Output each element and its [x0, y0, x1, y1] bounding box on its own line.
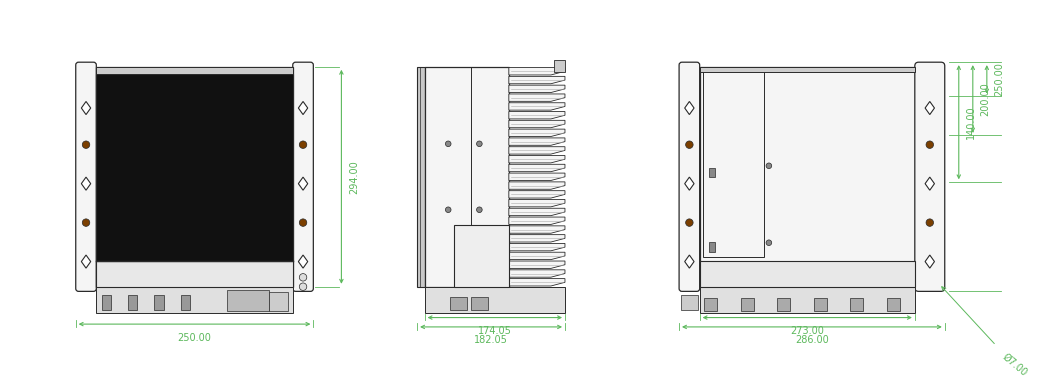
Polygon shape [684, 255, 694, 268]
Bar [850, 298, 864, 311]
Bar [471, 297, 488, 310]
Polygon shape [509, 164, 564, 172]
Polygon shape [509, 182, 564, 189]
Bar [709, 168, 715, 177]
Polygon shape [509, 279, 564, 286]
Polygon shape [298, 177, 308, 190]
Polygon shape [925, 101, 935, 115]
Bar [454, 225, 509, 287]
Polygon shape [925, 255, 935, 268]
Polygon shape [509, 270, 564, 277]
Polygon shape [509, 234, 564, 242]
Bar [128, 295, 138, 310]
Polygon shape [82, 101, 90, 115]
Text: 294.00: 294.00 [349, 160, 359, 194]
Bar [699, 261, 915, 287]
Circle shape [476, 207, 482, 212]
Polygon shape [298, 255, 308, 268]
FancyBboxPatch shape [679, 62, 699, 291]
Polygon shape [684, 177, 694, 190]
Polygon shape [509, 94, 564, 101]
Bar [424, 287, 564, 313]
Polygon shape [684, 101, 694, 115]
Circle shape [476, 141, 482, 147]
Text: 200.00: 200.00 [980, 82, 990, 116]
Circle shape [926, 219, 934, 226]
Polygon shape [509, 147, 564, 154]
Bar [424, 67, 509, 287]
Bar [705, 298, 717, 311]
Circle shape [446, 207, 451, 212]
Bar [778, 298, 790, 311]
Circle shape [299, 283, 307, 290]
Circle shape [685, 141, 693, 149]
Bar [699, 287, 915, 313]
Bar [97, 261, 293, 287]
Bar [814, 298, 827, 311]
Polygon shape [509, 138, 564, 145]
Text: 174.05: 174.05 [477, 326, 511, 336]
Bar [699, 67, 915, 287]
Polygon shape [509, 68, 564, 75]
Polygon shape [925, 177, 935, 190]
Bar [450, 297, 467, 310]
Bar [97, 67, 293, 287]
Polygon shape [509, 85, 564, 93]
Polygon shape [509, 226, 564, 233]
Bar [180, 295, 190, 310]
Text: 273.00: 273.00 [790, 326, 824, 336]
Text: 182.05: 182.05 [474, 335, 508, 345]
Polygon shape [509, 173, 564, 180]
Polygon shape [509, 200, 564, 207]
Circle shape [299, 219, 307, 226]
Bar [102, 295, 111, 310]
Text: Ø7.00: Ø7.00 [999, 351, 1029, 378]
Polygon shape [509, 261, 564, 268]
Polygon shape [509, 208, 564, 215]
FancyBboxPatch shape [75, 62, 97, 291]
Bar [269, 292, 289, 311]
Polygon shape [509, 217, 564, 225]
Bar [97, 67, 293, 74]
Bar [554, 60, 564, 71]
Circle shape [83, 141, 90, 149]
Polygon shape [509, 191, 564, 198]
Bar [154, 295, 163, 310]
Polygon shape [509, 112, 564, 119]
Circle shape [299, 141, 307, 149]
Bar [703, 71, 764, 257]
Bar [227, 290, 269, 311]
Circle shape [766, 163, 771, 169]
Circle shape [685, 219, 693, 226]
Polygon shape [509, 252, 564, 260]
Polygon shape [509, 155, 564, 163]
Polygon shape [509, 120, 564, 128]
Text: 250.00: 250.00 [177, 332, 211, 342]
Bar [97, 74, 293, 261]
Text: 286.00: 286.00 [795, 335, 829, 345]
Circle shape [299, 274, 307, 281]
Bar [681, 295, 698, 310]
Circle shape [766, 240, 771, 245]
Bar [887, 298, 900, 311]
Polygon shape [298, 101, 308, 115]
Bar [709, 242, 715, 252]
Polygon shape [82, 177, 90, 190]
FancyBboxPatch shape [293, 62, 313, 291]
Circle shape [926, 141, 934, 149]
Bar [741, 298, 754, 311]
Circle shape [446, 141, 451, 147]
Bar [417, 67, 424, 287]
Polygon shape [509, 103, 564, 110]
FancyBboxPatch shape [915, 62, 944, 291]
Bar [97, 287, 293, 313]
Polygon shape [509, 244, 564, 251]
Polygon shape [82, 255, 90, 268]
Bar [699, 67, 915, 73]
Text: 140.00: 140.00 [967, 105, 976, 139]
Polygon shape [509, 129, 564, 136]
Text: 250.00: 250.00 [994, 62, 1005, 96]
Polygon shape [509, 76, 564, 84]
Circle shape [83, 219, 90, 226]
